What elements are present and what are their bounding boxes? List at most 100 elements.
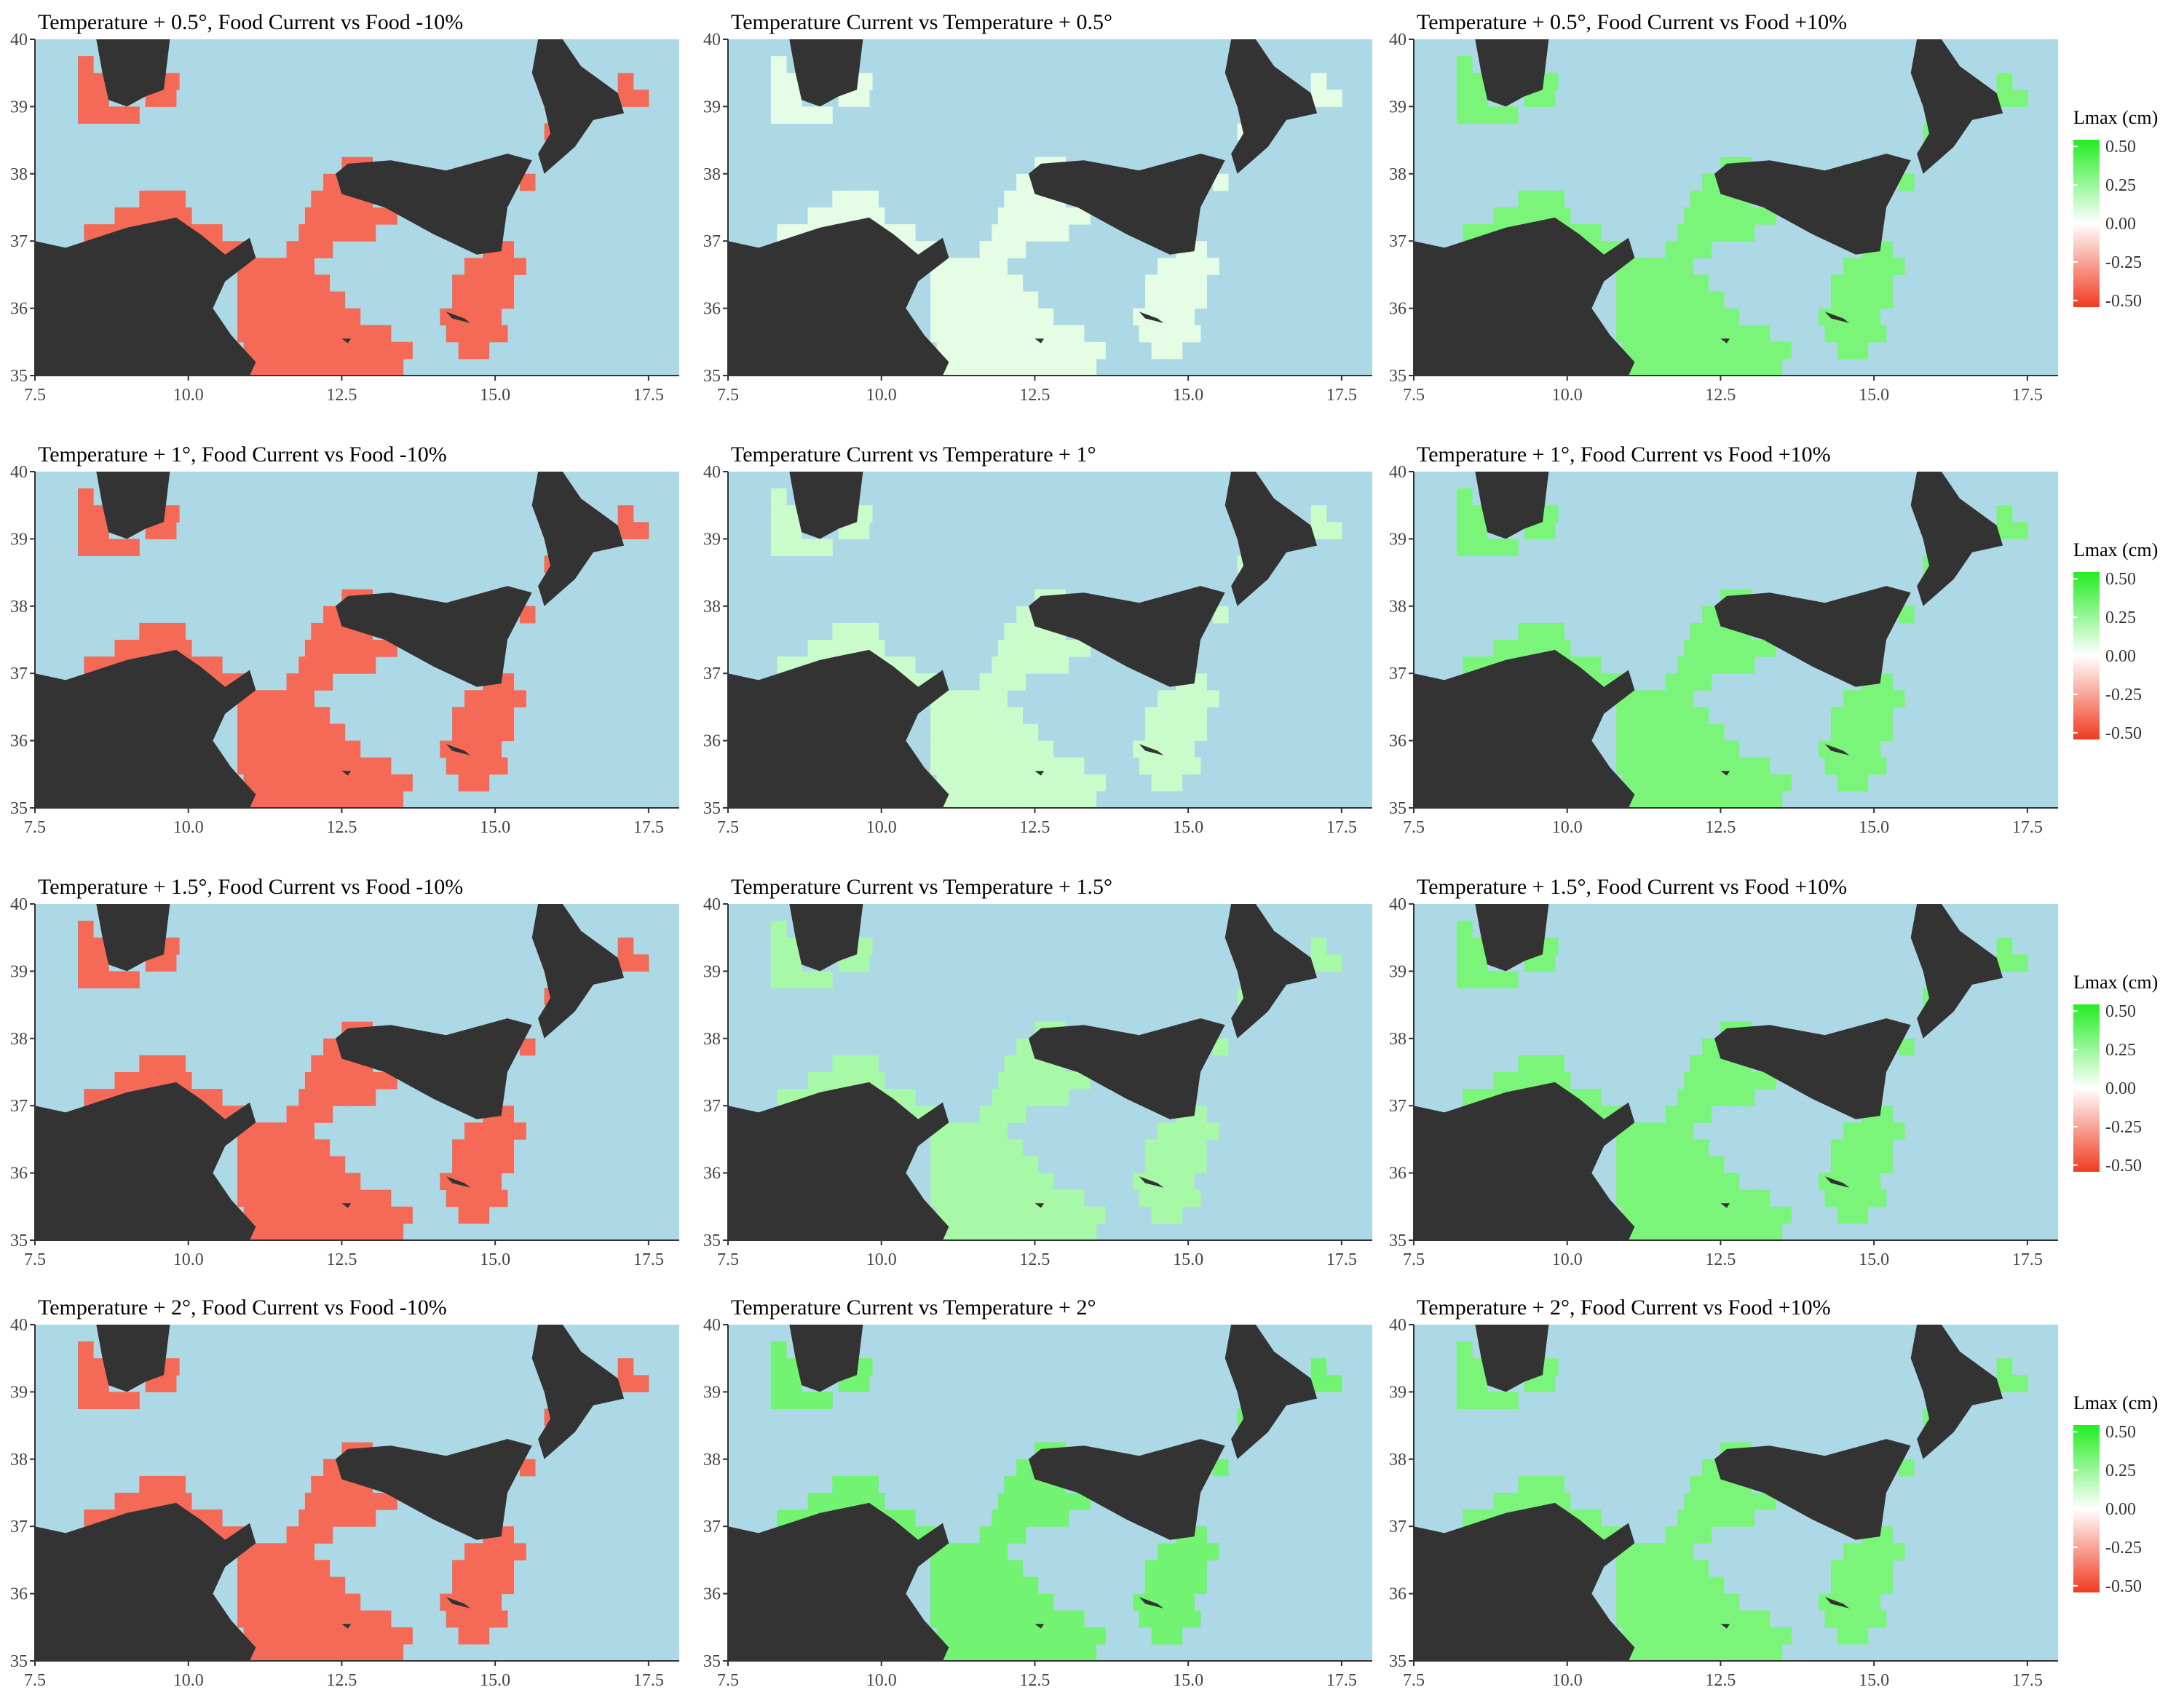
shelf-cell <box>1631 690 1647 707</box>
shelf-cell <box>258 774 275 792</box>
shelf-cell <box>360 1510 376 1527</box>
shelf-cell <box>298 740 314 758</box>
shelf-cell <box>483 707 499 724</box>
shelf-cell <box>1693 1156 1709 1174</box>
map-panel-r3-c3: Temperature + 1.5°, Food Current vs Food… <box>1389 875 2058 1269</box>
shelf-cell <box>237 707 253 724</box>
shelf-cell <box>1831 291 1847 309</box>
shelf-cell <box>1745 1072 1761 1090</box>
land-tunisia <box>1414 649 1635 808</box>
y-tick-label: 39 <box>703 1383 721 1402</box>
shelf-cell <box>1007 1089 1024 1106</box>
x-tick-label: 15.0 <box>480 1250 510 1269</box>
shelf-cell <box>476 325 493 343</box>
shelf-cell <box>961 291 977 309</box>
shelf-cell <box>807 1072 824 1090</box>
shelf-cell <box>853 954 870 972</box>
shelf-cell <box>786 1375 802 1392</box>
shelf-cell <box>2011 90 2028 107</box>
shelf-cell <box>274 1206 290 1224</box>
shelf-cell <box>1050 358 1067 376</box>
shelf-cell <box>1714 1493 1730 1510</box>
shelf-cell <box>1831 707 1847 724</box>
shelf-cell <box>1472 539 1488 556</box>
shelf-cell <box>1647 1156 1663 1174</box>
shelf-cell <box>1852 341 1869 360</box>
shelf-cell <box>93 90 109 107</box>
shelf-cell <box>1022 1089 1039 1106</box>
shelf-cell <box>283 757 299 775</box>
shelf-cell <box>304 207 321 225</box>
shelf-cell <box>777 224 793 242</box>
x-tick-label: 10.0 <box>1552 1250 1583 1269</box>
shelf-cell <box>1723 740 1740 758</box>
shelf-cell <box>1191 723 1207 742</box>
panel-title: Temperature + 1°, Food Current vs Food +… <box>1417 443 1831 467</box>
shelf-cell <box>1191 707 1207 724</box>
x-tick-label: 10.0 <box>173 1671 204 1690</box>
shelf-cell <box>1539 522 1556 539</box>
shelf-cell <box>1831 723 1847 742</box>
shelf-cell <box>1776 341 1792 360</box>
x-tick-label: 10.0 <box>866 386 897 405</box>
shelf-cell <box>976 291 992 309</box>
shelf-cell <box>1139 325 1155 343</box>
shelf-cell <box>397 341 413 360</box>
shelf-cell <box>1680 673 1697 691</box>
shelf-cell <box>458 774 475 792</box>
shelf-cell <box>446 1610 462 1628</box>
shelf-cell <box>976 757 992 775</box>
shelf-cell <box>1877 673 1893 691</box>
shelf-cell <box>982 1627 999 1645</box>
shelf-cell <box>1693 1610 1709 1628</box>
land-sardinia <box>96 904 170 972</box>
shelf-cell <box>317 673 333 691</box>
shelf-cell <box>1075 1627 1091 1645</box>
shelf-cell <box>268 274 284 292</box>
shelf-cell <box>1846 707 1862 724</box>
shelf-cell <box>1533 190 1549 208</box>
shelf-cell <box>375 757 392 775</box>
shelf-cell <box>298 325 314 343</box>
shelf-cell <box>1693 224 1709 242</box>
shelf-cell <box>467 1560 483 1577</box>
shelf-cell <box>1007 274 1024 292</box>
land-sicily <box>1029 1018 1225 1119</box>
x-tick-label: 10.0 <box>173 386 204 405</box>
shelf-cell <box>298 1173 314 1191</box>
shelf-cell <box>154 190 170 208</box>
shelf-cell <box>1310 1375 1327 1392</box>
shelf-cell <box>351 774 367 792</box>
shelf-cell <box>976 274 992 292</box>
shelf-cell <box>1631 258 1647 275</box>
shelf-cell <box>1696 1526 1712 1544</box>
panel-title: Temperature Current vs Temperature + 1° <box>731 443 1096 467</box>
shelf-cell <box>1730 207 1746 225</box>
shelf-cell <box>1693 656 1709 674</box>
legend: Lmax (cm)0.500.250.00-0.25-0.50 <box>2073 1392 2158 1596</box>
shelf-cell <box>336 341 352 360</box>
shelf-cell <box>1674 358 1690 376</box>
shelf-cell <box>992 757 1008 775</box>
y-tick-label: 40 <box>1389 895 1406 914</box>
shelf-cell <box>314 1576 331 1595</box>
shelf-cell <box>1760 774 1776 792</box>
shelf-cell <box>329 1189 346 1207</box>
shelf-cell <box>817 106 833 124</box>
shelf-cell <box>1154 1189 1171 1207</box>
shelf-cell <box>1668 1206 1685 1224</box>
shelf-cell <box>1665 1106 1682 1123</box>
shelf-cell <box>802 971 818 988</box>
shelf-cell <box>1819 1173 1835 1191</box>
shelf-cell <box>817 971 833 988</box>
shelf-cell <box>341 790 357 809</box>
y-tick-label: 35 <box>703 1652 721 1671</box>
land-lampedusa <box>341 1624 352 1629</box>
shelf-cell <box>298 1089 314 1106</box>
shelf-cell <box>464 258 480 275</box>
shelf-cell <box>633 954 649 972</box>
land-sardinia <box>96 472 170 539</box>
shelf-cell <box>1690 622 1706 640</box>
shelf-cell <box>1677 274 1693 292</box>
shelf-cell <box>617 73 634 90</box>
